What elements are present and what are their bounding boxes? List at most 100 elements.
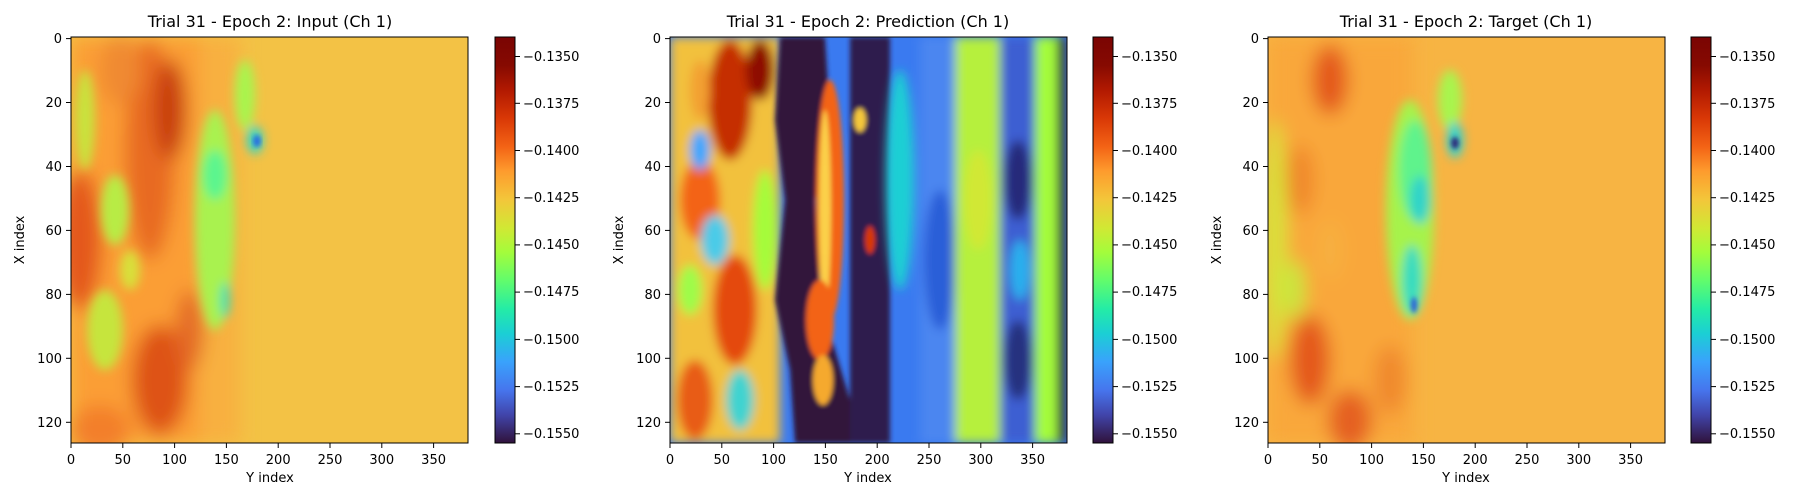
y-tick-label: 20 [45, 96, 62, 111]
heatmap-image [71, 37, 468, 443]
x-tick-label: 200 [865, 453, 890, 468]
y-tick-label: 40 [1242, 160, 1259, 175]
colorbar-tick-label: −0.1350 [523, 50, 579, 65]
y-tick-label: 60 [644, 224, 661, 239]
y-tick-label: 40 [45, 160, 62, 175]
y-tick-label: 0 [54, 32, 62, 47]
colorbar-tick-label: −0.1525 [1719, 380, 1775, 395]
x-tick-label: 350 [1020, 453, 1045, 468]
y-tick-label: 0 [653, 32, 661, 47]
colorbar-tick-label: −0.1375 [523, 97, 579, 112]
y-tick-label: 60 [45, 224, 62, 239]
x-tick-label: 250 [318, 453, 343, 468]
x-tick-label: 150 [813, 453, 838, 468]
colorbar-tick-label: −0.1475 [523, 285, 579, 300]
panel-target: Trial 31 - Epoch 2: Target (Ch 1) [1210, 12, 1775, 486]
colorbar-tick-label: −0.1525 [523, 380, 579, 395]
colorbar-tick-label: −0.1375 [1719, 97, 1775, 112]
x-axis: 0 50 100 150 200 250 300 350 Y index [67, 443, 446, 486]
colorbar-tick-label: −0.1350 [1719, 50, 1775, 65]
x-tick-label: 100 [761, 453, 786, 468]
x-tick-label: 150 [1411, 453, 1436, 468]
x-tick-label: 50 [1312, 453, 1329, 468]
x-axis-label: Y index [1441, 471, 1490, 486]
chart-title: Trial 31 - Epoch 2: Target (Ch 1) [1339, 12, 1592, 31]
colorbar: −0.1350 −0.1375 −0.1400 −0.1425 −0.1450 … [1092, 36, 1177, 444]
colorbar-gradient [1092, 36, 1114, 444]
colorbar-tick-label: −0.1525 [1121, 380, 1177, 395]
chart-title: Trial 31 - Epoch 2: Prediction (Ch 1) [726, 12, 1009, 31]
x-tick-label: 300 [369, 453, 394, 468]
colorbar-tick-label: −0.1500 [523, 333, 579, 348]
x-tick-label: 50 [115, 453, 132, 468]
y-axis-label: X index [13, 215, 28, 264]
y-tick-label: 120 [37, 416, 62, 431]
colorbar-tick-label: −0.1550 [1719, 427, 1775, 442]
colorbar-tick-label: −0.1400 [1121, 144, 1177, 159]
panel-input: Trial 31 - Epoch 2: Input (Ch 1) [13, 12, 579, 486]
chart-title: Trial 31 - Epoch 2: Input (Ch 1) [147, 12, 392, 31]
y-axis: 0 20 40 60 80 100 120 X index [612, 32, 670, 431]
y-tick-label: 80 [1242, 288, 1259, 303]
y-tick-label: 40 [644, 160, 661, 175]
heatmap-image [670, 37, 1067, 443]
x-tick-label: 250 [917, 453, 942, 468]
x-tick-label: 150 [214, 453, 239, 468]
y-tick-label: 100 [636, 352, 661, 367]
y-tick-label: 120 [636, 416, 661, 431]
colorbar: −0.1350 −0.1375 −0.1400 −0.1425 −0.1450 … [494, 36, 579, 444]
colorbar-tick-label: −0.1500 [1121, 333, 1177, 348]
y-axis-label: X index [1210, 215, 1225, 264]
x-tick-label: 300 [1566, 453, 1591, 468]
colorbar-tick-label: −0.1475 [1719, 285, 1775, 300]
y-tick-label: 80 [644, 288, 661, 303]
colorbar-tick-label: −0.1450 [1121, 238, 1177, 253]
colorbar-tick-label: −0.1375 [1121, 97, 1177, 112]
heatmap-image [1268, 37, 1665, 443]
x-tick-label: 350 [1618, 453, 1643, 468]
x-tick-label: 200 [1463, 453, 1488, 468]
colorbar-tick-label: −0.1400 [1719, 144, 1775, 159]
y-tick-label: 0 [1251, 32, 1259, 47]
y-tick-label: 20 [1242, 96, 1259, 111]
colorbar-tick-label: −0.1450 [1719, 238, 1775, 253]
y-tick-label: 120 [1234, 416, 1259, 431]
x-tick-label: 0 [666, 453, 674, 468]
x-axis-label: Y index [843, 471, 892, 486]
y-tick-label: 100 [37, 352, 62, 367]
x-tick-label: 100 [162, 453, 187, 468]
colorbar: −0.1350 −0.1375 −0.1400 −0.1425 −0.1450 … [1690, 36, 1775, 444]
x-tick-label: 0 [1264, 453, 1272, 468]
y-axis: 0 20 40 60 80 100 120 X index [13, 32, 71, 431]
x-tick-label: 350 [421, 453, 446, 468]
colorbar-tick-label: −0.1500 [1719, 333, 1775, 348]
colorbar-gradient [494, 36, 516, 444]
colorbar-tick-label: −0.1400 [523, 144, 579, 159]
x-axis-label: Y index [245, 471, 294, 486]
y-tick-label: 80 [45, 288, 62, 303]
x-tick-label: 50 [714, 453, 731, 468]
colorbar-tick-label: −0.1425 [1121, 191, 1177, 206]
y-tick-label: 100 [1234, 352, 1259, 367]
y-axis: 0 20 40 60 80 100 120 X index [1210, 32, 1268, 431]
x-tick-label: 200 [266, 453, 291, 468]
x-tick-label: 0 [67, 453, 75, 468]
colorbar-tick-label: −0.1550 [1121, 427, 1177, 442]
colorbar-tick-label: −0.1450 [523, 238, 579, 253]
panel-prediction: Trial 31 - Epoch 2: Prediction (Ch 1) [612, 12, 1177, 486]
colorbar-tick-label: −0.1475 [1121, 285, 1177, 300]
y-axis-label: X index [612, 215, 627, 264]
colorbar-tick-label: −0.1425 [523, 191, 579, 206]
y-tick-label: 60 [1242, 224, 1259, 239]
x-tick-label: 300 [968, 453, 993, 468]
x-tick-label: 250 [1515, 453, 1540, 468]
colorbar-tick-label: −0.1350 [1121, 50, 1177, 65]
x-axis: 0 50 100 150 200 250 300 350 Y index [1264, 443, 1643, 486]
x-axis: 0 50 100 150 200 250 300 350 Y index [666, 443, 1045, 486]
colorbar-tick-label: −0.1550 [523, 427, 579, 442]
colorbar-gradient [1690, 36, 1712, 444]
x-tick-label: 100 [1359, 453, 1384, 468]
colorbar-tick-label: −0.1425 [1719, 191, 1775, 206]
y-tick-label: 20 [644, 96, 661, 111]
